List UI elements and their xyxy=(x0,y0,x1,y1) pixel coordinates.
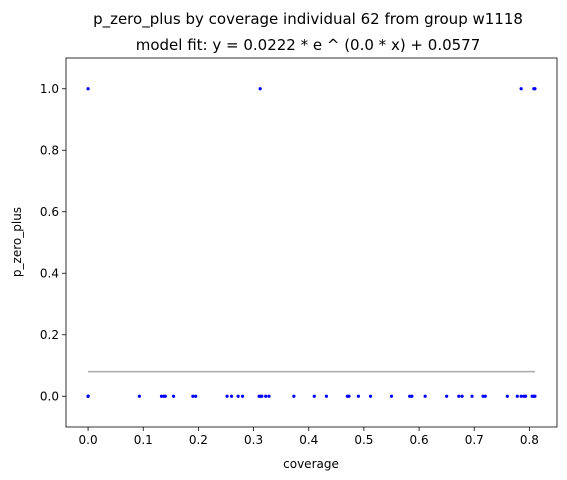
data-point xyxy=(264,394,268,398)
data-point xyxy=(194,394,198,398)
data-point xyxy=(86,394,90,398)
data-point xyxy=(356,394,360,398)
data-point xyxy=(267,394,271,398)
chart-title: p_zero_plus by coverage individual 62 fr… xyxy=(93,10,523,29)
data-point xyxy=(324,394,328,398)
data-point xyxy=(258,87,262,91)
x-tick-label: 0.1 xyxy=(134,433,153,447)
data-point xyxy=(505,394,509,398)
data-point xyxy=(159,394,164,398)
data-point xyxy=(225,394,229,398)
x-tick-label: 0.8 xyxy=(520,433,539,447)
data-point xyxy=(533,394,537,398)
data-point xyxy=(137,394,141,398)
x-axis-label: coverage xyxy=(283,457,339,471)
data-point xyxy=(368,394,373,398)
y-tick-label: 1.0 xyxy=(40,82,59,96)
data-point xyxy=(515,394,519,398)
chart-subtitle: model fit: y = 0.0222 * e ^ (0.0 * x) + … xyxy=(136,36,481,54)
plot-area xyxy=(65,57,558,428)
data-point xyxy=(460,394,464,398)
data-point xyxy=(292,394,296,398)
data-point xyxy=(519,87,523,91)
data-point xyxy=(470,394,474,398)
data-point xyxy=(163,394,167,398)
data-point xyxy=(410,394,414,398)
data-point xyxy=(347,394,351,398)
x-tick-label: 0.5 xyxy=(354,433,373,447)
y-tick-label: 0.4 xyxy=(40,266,59,280)
data-point xyxy=(423,394,427,398)
x-tick-label: 0.7 xyxy=(465,433,484,447)
data-point xyxy=(533,87,537,91)
y-tick-label: 0.0 xyxy=(40,389,59,403)
data-point xyxy=(191,394,195,398)
y-axis-label: p_zero_plus xyxy=(10,207,24,277)
y-tick-label: 0.8 xyxy=(40,143,59,157)
data-point xyxy=(481,394,485,398)
x-tick-label: 0.3 xyxy=(244,433,263,447)
data-point xyxy=(260,394,264,398)
y-tick-label: 0.2 xyxy=(40,328,59,342)
x-tick-label: 0.4 xyxy=(299,433,318,447)
data-point xyxy=(229,394,234,398)
data-point xyxy=(236,394,240,398)
data-point xyxy=(240,394,245,398)
x-tick-label: 0.6 xyxy=(410,433,429,447)
data-point xyxy=(312,394,316,398)
x-tick-label: 0.2 xyxy=(189,433,208,447)
data-point xyxy=(389,394,394,398)
x-axis-ticks: 0.0 0.1 0.2 0.3 0.4 0.5 0.6 0.7 0.8 xyxy=(79,427,539,447)
data-point xyxy=(523,394,528,398)
data-point xyxy=(171,394,176,398)
data-point xyxy=(86,87,90,91)
data-points-layer xyxy=(86,87,537,398)
y-tick-label: 0.6 xyxy=(40,205,59,219)
data-point xyxy=(519,394,523,398)
data-point xyxy=(445,394,449,398)
x-tick-label: 0.0 xyxy=(79,433,98,447)
data-point xyxy=(457,394,461,398)
y-axis-ticks: 0.0 0.2 0.4 0.6 0.8 1.0 xyxy=(40,82,66,403)
data-point xyxy=(483,394,487,398)
data-point xyxy=(408,394,412,398)
